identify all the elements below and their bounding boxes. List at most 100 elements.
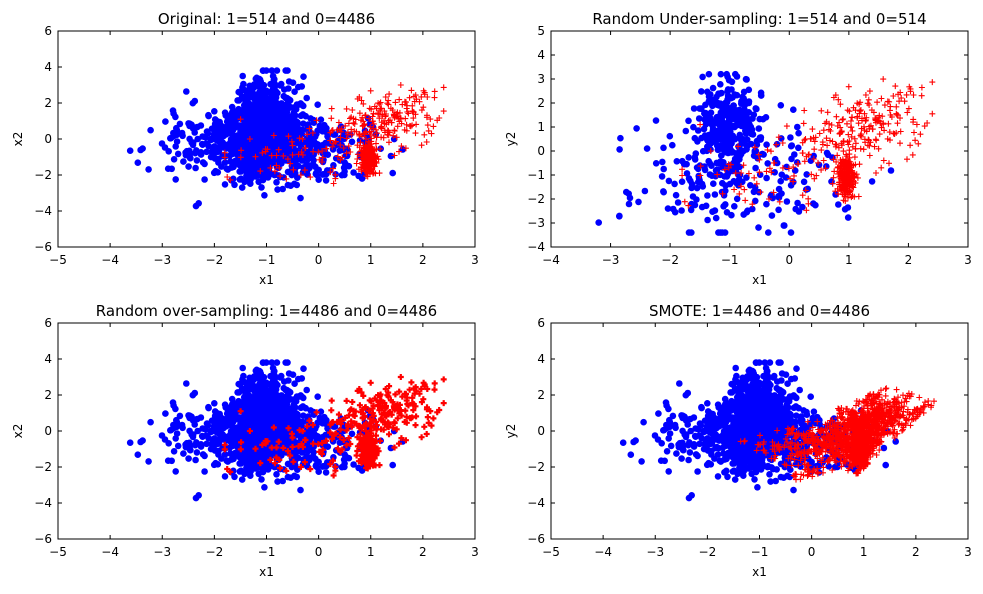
data-point-class-0 xyxy=(710,180,717,187)
data-point-class-0 xyxy=(389,170,396,177)
data-point-class-0 xyxy=(728,212,735,219)
data-point-class-0 xyxy=(788,156,795,163)
data-point-class-0 xyxy=(159,140,166,147)
data-point-class-0 xyxy=(644,145,651,152)
data-point-class-0 xyxy=(211,108,218,115)
x-tick-label: 2 xyxy=(905,253,913,267)
data-point-class-1 xyxy=(349,107,355,113)
data-point-class-0 xyxy=(224,118,231,125)
y-axis-label: x2 xyxy=(11,132,25,147)
data-point-class-0 xyxy=(286,370,293,377)
data-point-class-1 xyxy=(840,116,846,122)
data-point-class-0 xyxy=(187,155,194,162)
data-point-class-0 xyxy=(258,184,265,191)
data-point-class-0 xyxy=(172,468,179,475)
data-point-class-1 xyxy=(863,92,869,98)
data-point-class-1 xyxy=(811,146,817,152)
data-point-class-0 xyxy=(272,146,279,153)
data-point-class-0 xyxy=(194,416,201,423)
data-point-class-0 xyxy=(263,425,270,432)
data-point-class-0 xyxy=(665,205,672,212)
data-point-class-0 xyxy=(707,171,714,178)
data-point-class-0 xyxy=(595,219,602,226)
data-point-class-0 xyxy=(683,128,690,135)
data-point-class-0 xyxy=(702,167,709,174)
data-point-class-1 xyxy=(912,137,918,143)
data-point-class-1 xyxy=(929,111,935,117)
data-point-class-0 xyxy=(719,114,726,121)
data-point-class-1 xyxy=(818,108,824,114)
data-point-class-0 xyxy=(282,67,289,74)
data-point-class-0 xyxy=(305,136,312,143)
data-point-class-0 xyxy=(262,109,269,116)
data-point-class-0 xyxy=(293,106,300,113)
data-point-class-0 xyxy=(261,192,268,199)
data-point-class-0 xyxy=(292,112,299,119)
data-point-class-0 xyxy=(200,159,207,166)
data-point-class-0 xyxy=(296,126,303,133)
data-point-class-0 xyxy=(282,359,289,366)
data-point-class-1 xyxy=(404,109,410,115)
data-point-class-0 xyxy=(254,397,261,404)
y-tick-label: −2 xyxy=(34,168,52,182)
data-point-class-1 xyxy=(904,92,910,98)
data-point-class-1 xyxy=(801,108,807,114)
data-point-class-0 xyxy=(172,435,179,442)
data-point-class-0 xyxy=(678,207,685,214)
data-point-class-0 xyxy=(286,125,293,132)
data-point-class-0 xyxy=(721,137,728,144)
data-point-class-0 xyxy=(706,132,713,139)
x-tick-label: −2 xyxy=(206,253,224,267)
data-point-class-0 xyxy=(192,457,199,464)
data-point-class-0 xyxy=(205,113,212,120)
data-point-class-0 xyxy=(217,427,224,434)
data-point-class-1 xyxy=(800,192,806,198)
data-point-class-0 xyxy=(795,145,802,152)
data-point-class-0 xyxy=(718,152,725,159)
data-point-class-0 xyxy=(675,199,682,206)
data-point-class-0 xyxy=(297,195,304,202)
x-tick-label: −4 xyxy=(542,253,560,267)
data-point-class-1 xyxy=(858,132,864,138)
data-point-class-0 xyxy=(298,113,305,120)
data-point-class-0 xyxy=(237,468,244,475)
data-point-class-0 xyxy=(250,114,257,121)
data-point-class-0 xyxy=(255,420,262,427)
y-tick-label: −2 xyxy=(527,192,545,206)
data-point-class-0 xyxy=(217,129,224,136)
data-point-class-1 xyxy=(885,121,891,127)
data-point-class-0 xyxy=(135,451,142,458)
data-point-class-0 xyxy=(180,158,187,165)
data-point-class-1 xyxy=(809,126,815,132)
data-point-class-0 xyxy=(225,421,232,428)
data-point-class-0 xyxy=(270,73,277,80)
data-point-class-1 xyxy=(833,114,839,120)
data-point-class-0 xyxy=(282,95,289,102)
data-point-class-0 xyxy=(845,214,852,221)
x-tick-label: 2 xyxy=(419,253,427,267)
data-point-class-0 xyxy=(229,396,236,403)
data-point-class-0 xyxy=(731,203,738,210)
data-point-class-1 xyxy=(413,130,419,136)
x-axis-label: x1 xyxy=(752,273,767,287)
data-point-class-0 xyxy=(835,201,842,208)
data-point-class-0 xyxy=(274,186,281,193)
data-point-class-1 xyxy=(386,91,392,97)
x-tick-label: 3 xyxy=(964,253,972,267)
chart-title: Original: 1=514 and 0=4486 xyxy=(158,10,375,28)
data-point-class-1 xyxy=(784,123,790,129)
data-point-class-0 xyxy=(686,175,693,182)
data-point-class-0 xyxy=(688,207,695,214)
data-point-class-0 xyxy=(127,147,134,154)
data-point-class-0 xyxy=(278,418,285,425)
data-point-class-0 xyxy=(247,472,254,479)
data-point-class-0 xyxy=(623,189,630,196)
data-point-class-0 xyxy=(239,476,246,483)
data-point-class-0 xyxy=(171,448,178,455)
data-point-class-1 xyxy=(430,123,436,129)
data-point-class-0 xyxy=(209,150,216,157)
data-point-class-0 xyxy=(267,100,274,107)
data-point-class-1 xyxy=(347,115,353,121)
data-point-class-1 xyxy=(425,122,431,128)
